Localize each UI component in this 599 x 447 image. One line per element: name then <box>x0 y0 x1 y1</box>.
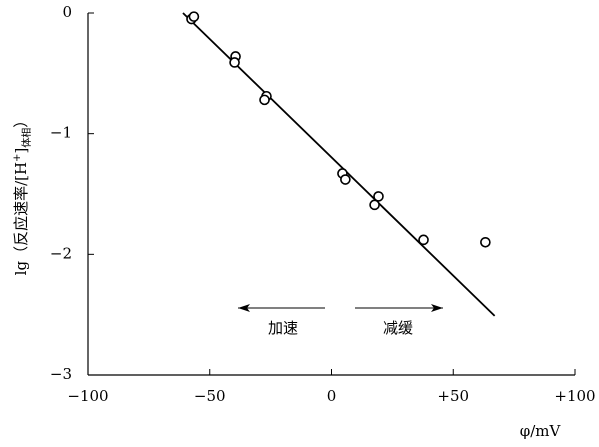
x-tick-label: −50 <box>194 387 226 405</box>
data-point <box>373 191 384 202</box>
y-label-part: ] <box>12 148 30 154</box>
annotation: 减缓 <box>383 319 413 337</box>
y-label-sub: 体相 <box>20 128 33 148</box>
x-axis-label: φ/mV <box>520 422 562 440</box>
x-tick-label: −100 <box>67 387 108 405</box>
data-point <box>369 199 380 211</box>
data-point <box>418 234 429 246</box>
y-tick-label: −3 <box>50 365 72 383</box>
data-point <box>188 11 200 22</box>
annotation: 加速 <box>268 319 298 337</box>
x-tick-label: +100 <box>554 387 595 405</box>
data-point <box>340 174 351 185</box>
x-tick-label: +50 <box>437 387 469 405</box>
y-axis-label: lg（反应速率/[H+]体相） <box>12 113 33 276</box>
data-point <box>480 236 491 248</box>
data-point <box>259 94 270 106</box>
fit-line <box>182 12 496 317</box>
y-label-sup: + <box>12 154 23 162</box>
y-label-part: ） <box>12 113 30 128</box>
y-tick-label: −1 <box>50 124 72 142</box>
data-point <box>229 57 240 68</box>
y-tick-label: 0 <box>62 3 72 21</box>
y-tick-label: −2 <box>50 244 72 262</box>
x-tick-label: 0 <box>327 387 337 405</box>
y-label-part: lg（反应速率/[H <box>12 162 30 275</box>
